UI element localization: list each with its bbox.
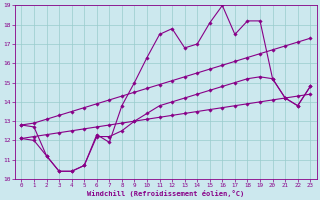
X-axis label: Windchill (Refroidissement éolien,°C): Windchill (Refroidissement éolien,°C) [87, 190, 244, 197]
